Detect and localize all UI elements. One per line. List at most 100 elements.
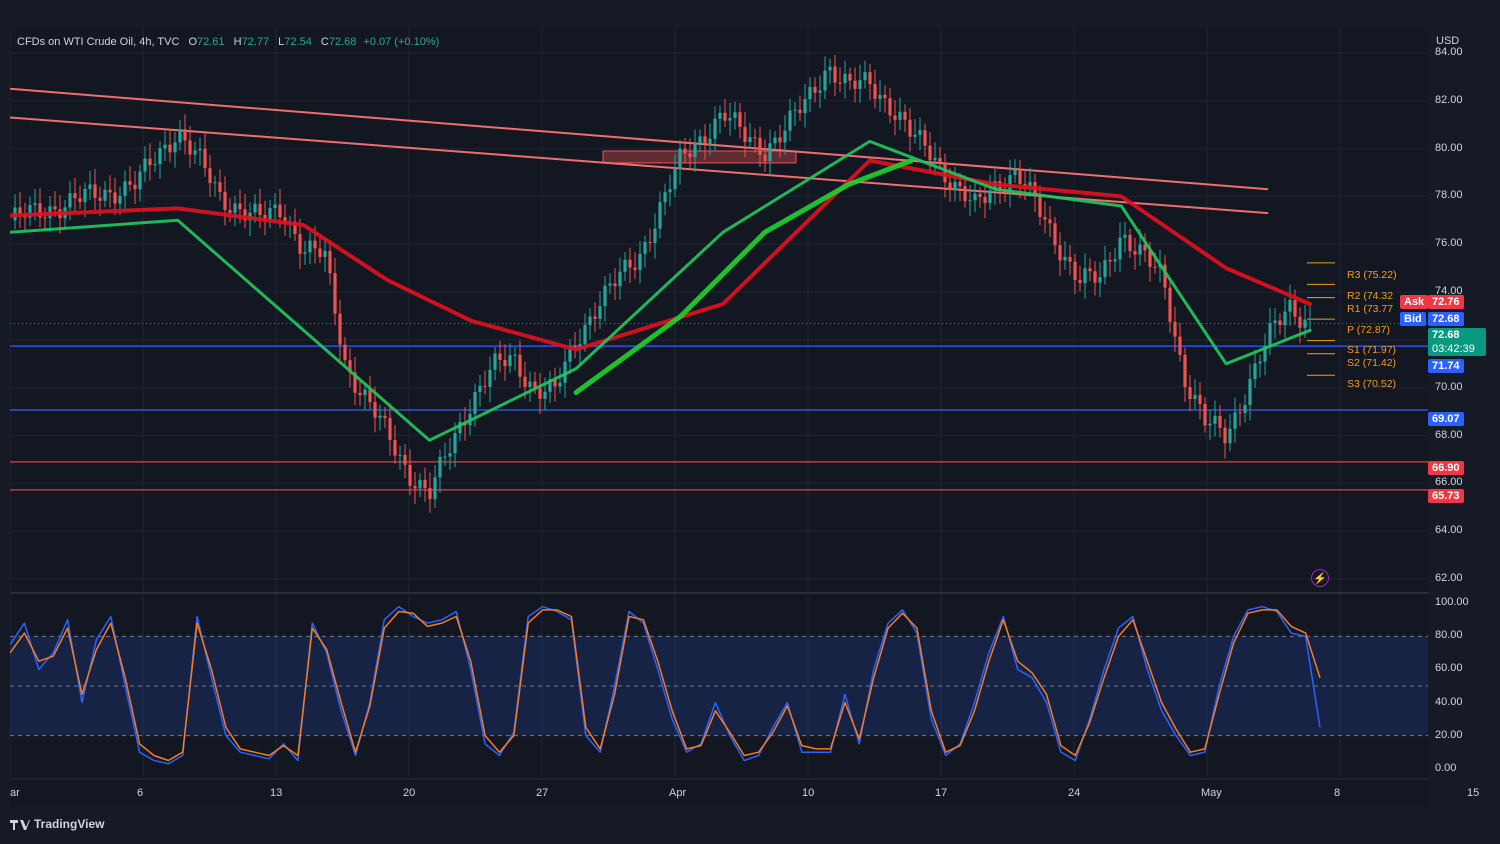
candle bbox=[968, 184, 972, 217]
close-value: 72.68 bbox=[328, 36, 357, 48]
candle bbox=[288, 215, 292, 239]
candle bbox=[233, 195, 237, 227]
oscillator-line-blue bbox=[10, 605, 1321, 765]
candle bbox=[1283, 297, 1287, 339]
candle bbox=[183, 114, 187, 155]
candle bbox=[1208, 410, 1212, 440]
candle bbox=[113, 177, 117, 216]
price-tick-label: 70.00 bbox=[1435, 380, 1463, 393]
pivot-s3-label: S3 (70.52) bbox=[1347, 378, 1397, 390]
candle bbox=[263, 200, 267, 236]
candle bbox=[888, 87, 892, 124]
candle bbox=[1043, 201, 1047, 234]
time-tick-label: Apr bbox=[669, 787, 687, 799]
candle bbox=[573, 332, 577, 359]
candle bbox=[1063, 241, 1067, 270]
candle bbox=[298, 218, 302, 269]
time-tick-label: 15 bbox=[1467, 787, 1480, 799]
candle bbox=[1228, 414, 1232, 452]
time-tick-label: 27 bbox=[536, 787, 549, 799]
candle bbox=[808, 76, 812, 113]
candle bbox=[1088, 258, 1092, 282]
brand-label: TradingView bbox=[34, 817, 105, 831]
candle bbox=[1273, 308, 1277, 339]
candle bbox=[268, 200, 272, 229]
candle bbox=[1193, 379, 1197, 410]
oscillator-line-orange bbox=[10, 609, 1321, 762]
candle bbox=[883, 85, 887, 113]
candle bbox=[638, 241, 642, 284]
candle bbox=[478, 374, 482, 407]
candle bbox=[743, 111, 747, 158]
candle bbox=[168, 129, 172, 163]
candle bbox=[688, 138, 692, 170]
candle bbox=[708, 123, 712, 156]
candle bbox=[938, 146, 942, 169]
candle bbox=[388, 403, 392, 456]
candle bbox=[1118, 222, 1122, 272]
candle bbox=[1098, 262, 1102, 298]
candle bbox=[623, 252, 627, 281]
candle bbox=[758, 126, 762, 167]
candle bbox=[978, 186, 982, 208]
candle bbox=[693, 129, 697, 172]
tradingview-logo[interactable]: TradingView bbox=[10, 817, 104, 831]
oscillator-tick-label: 80.00 bbox=[1435, 629, 1463, 642]
moving-average-red bbox=[10, 158, 1312, 352]
price-tick-label: 80.00 bbox=[1435, 141, 1463, 154]
last-price-tag: 72.68 03:42:39 bbox=[1428, 328, 1486, 356]
candle bbox=[133, 170, 137, 205]
candle bbox=[358, 380, 362, 406]
time-tick-label: 17 bbox=[935, 787, 948, 799]
candle bbox=[503, 344, 507, 381]
moving-average-thick-green bbox=[573, 158, 915, 395]
chart-svg[interactable] bbox=[10, 29, 1428, 807]
oscillator-band bbox=[10, 636, 1428, 736]
candle bbox=[28, 196, 32, 226]
candle bbox=[1108, 252, 1112, 277]
candle bbox=[568, 339, 572, 375]
candle bbox=[738, 102, 742, 139]
pivot-s2-label: S2 (71.42) bbox=[1347, 357, 1397, 369]
candle bbox=[148, 143, 152, 181]
candle bbox=[673, 154, 677, 198]
candle bbox=[818, 75, 822, 109]
candle bbox=[528, 371, 532, 402]
candle bbox=[783, 115, 787, 155]
candle bbox=[1248, 363, 1252, 421]
candle bbox=[538, 373, 542, 414]
candle bbox=[993, 168, 997, 205]
candle bbox=[838, 67, 842, 93]
candle bbox=[393, 425, 397, 464]
candle bbox=[618, 257, 622, 300]
candle bbox=[13, 194, 17, 230]
candle bbox=[1038, 185, 1042, 226]
trend-line-2 bbox=[10, 116, 1269, 215]
candle bbox=[988, 174, 992, 210]
chart-frame[interactable] bbox=[10, 29, 1428, 807]
candle bbox=[773, 131, 777, 151]
candle bbox=[1258, 354, 1262, 378]
pivot-p-label: P (72.87) bbox=[1347, 324, 1390, 336]
candle bbox=[428, 472, 432, 513]
candle bbox=[663, 183, 667, 216]
candle bbox=[158, 141, 162, 179]
candle bbox=[823, 56, 827, 99]
bid-price-tag: 72.68 bbox=[1428, 312, 1464, 326]
candle bbox=[423, 467, 427, 502]
candle bbox=[488, 356, 492, 403]
candle bbox=[493, 347, 497, 381]
red-level-upper-tag: 66.90 bbox=[1428, 461, 1464, 475]
candle bbox=[1168, 277, 1172, 334]
candle bbox=[748, 122, 752, 149]
lightning-icon[interactable]: ⚡ bbox=[1311, 569, 1329, 587]
oscillator-tick-label: 60.00 bbox=[1435, 662, 1463, 675]
last-price-value: 72.68 bbox=[1432, 329, 1460, 341]
candle bbox=[793, 102, 797, 127]
symbol-name: CFDs on WTI Crude Oil, 4h, TVC bbox=[17, 36, 180, 48]
oscillator-tick-label: 20.00 bbox=[1435, 728, 1463, 741]
candle bbox=[378, 404, 382, 431]
candle bbox=[703, 123, 707, 160]
pivot-r3-label: R3 (75.22) bbox=[1347, 269, 1397, 281]
time-tick-label: May bbox=[1201, 787, 1222, 799]
